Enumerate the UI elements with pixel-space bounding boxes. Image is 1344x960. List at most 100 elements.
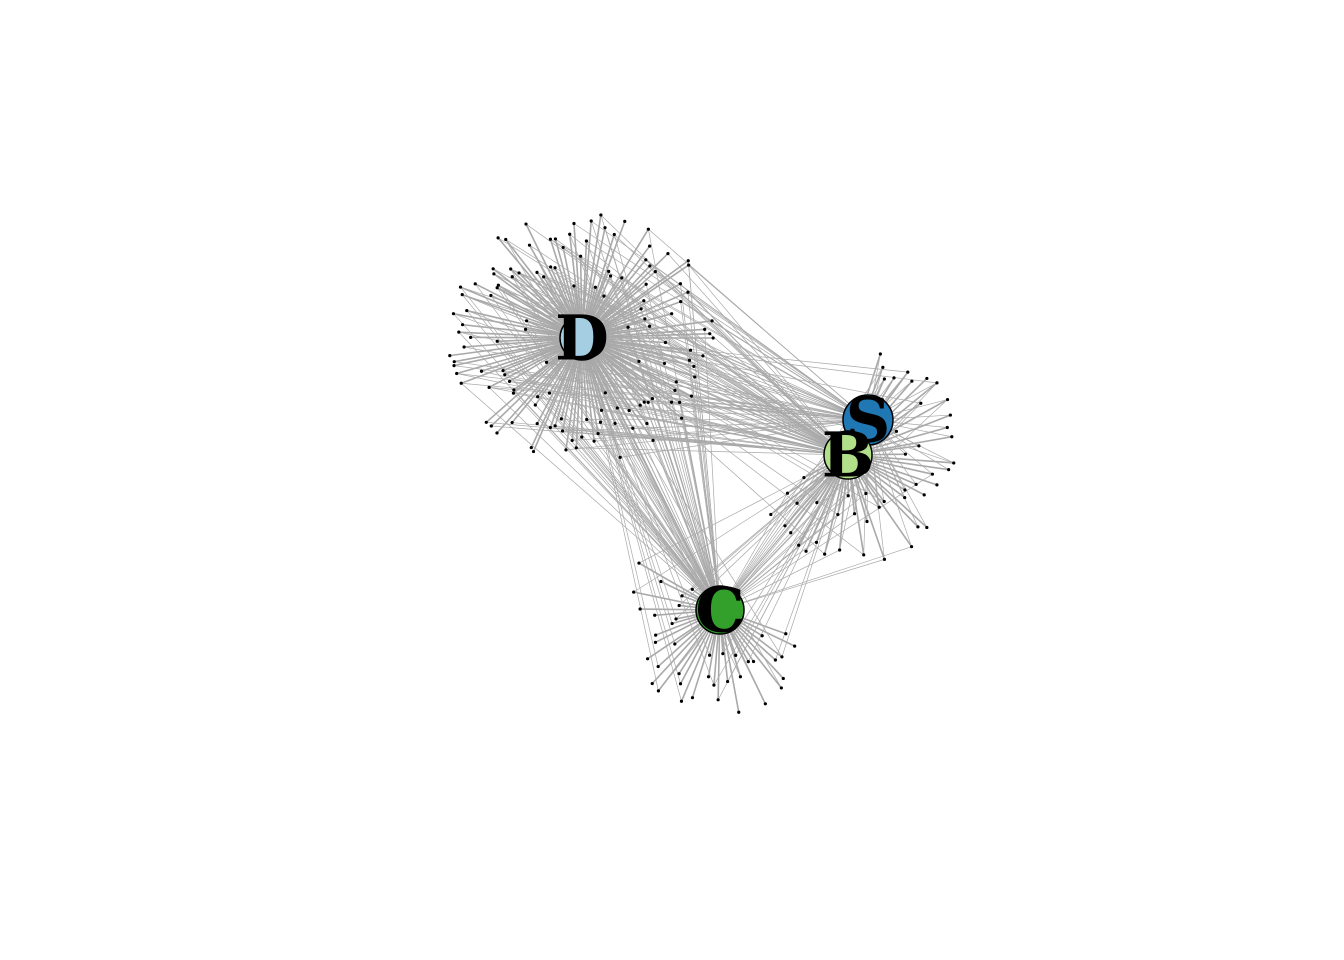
leaf-node-d <box>637 359 641 363</box>
leaf-node-d <box>580 435 584 439</box>
leaf-node-d <box>460 323 465 327</box>
leaf-node-d <box>603 226 607 230</box>
leaf-node-d <box>651 438 655 442</box>
leaf-node-d <box>462 345 466 349</box>
leaf-node-d <box>687 358 692 362</box>
leaf-node-d <box>560 429 565 433</box>
leaf-node-b <box>882 499 886 504</box>
leaf-node-c <box>746 660 750 664</box>
edge-b-cross <box>649 325 849 456</box>
leaf-node-b <box>948 413 952 417</box>
hub-c-circle <box>695 585 745 635</box>
edge-d-cross <box>581 337 681 684</box>
edge-b-cross <box>748 454 849 662</box>
leaf-node-d <box>553 424 557 428</box>
edge-s-cross <box>573 223 869 421</box>
edge-d-cross <box>581 337 715 686</box>
leaf-node-d <box>572 221 576 226</box>
leaf-node-d <box>492 272 496 276</box>
edge-c-cross <box>498 284 721 611</box>
leaf-node-d <box>648 244 652 248</box>
leaf-node-d <box>524 319 529 323</box>
leaf-node-c <box>690 587 694 591</box>
leaf-node-d <box>452 360 456 364</box>
edge-c-cross <box>549 392 721 611</box>
leaf-node-d <box>693 375 697 379</box>
edge-c-cross <box>681 418 721 611</box>
leaf-node-d <box>710 319 714 323</box>
leaf-node-b <box>769 512 773 517</box>
leaf-node-d <box>592 439 596 443</box>
leaf-node-b <box>947 468 951 472</box>
edge-c-cross <box>529 245 721 611</box>
leaf-node-c <box>706 675 711 679</box>
edge-b-cross <box>638 454 849 564</box>
leaf-node-c <box>678 682 683 686</box>
leaf-node-d <box>627 408 631 413</box>
leaf-node-c <box>650 681 654 686</box>
leaf-node-d <box>599 213 603 217</box>
leaf-node-d <box>517 271 521 275</box>
leaf-node-d <box>669 400 674 404</box>
leaf-node-d <box>524 222 528 226</box>
leaf-node-d <box>584 239 589 243</box>
leaf-node-b <box>797 543 801 547</box>
edge-c-cross <box>719 477 805 611</box>
leaf-node-d <box>613 421 617 425</box>
edge-c-cross <box>601 410 721 611</box>
edge-c-cross <box>680 301 721 611</box>
edge-c-cross <box>461 294 721 611</box>
leaf-node-d <box>631 426 635 430</box>
leaf-node-d <box>607 269 611 273</box>
leaf-node-c <box>707 653 712 657</box>
leaf-node-d <box>670 312 674 316</box>
leaf-node-b <box>795 501 799 505</box>
leaf-node-d <box>510 275 514 279</box>
edge-b-c <box>719 454 849 611</box>
edge-c-cross <box>687 292 721 611</box>
edge-c-cross <box>466 310 721 611</box>
leaf-node-d <box>487 385 491 389</box>
edge-s-cross <box>562 419 869 432</box>
leaf-node-d <box>645 421 649 426</box>
edge-b-cross <box>702 355 849 456</box>
edge-c-cross <box>580 256 721 611</box>
leaf-node-d <box>599 408 604 412</box>
leaf-node-d <box>623 219 627 223</box>
leaf-node-c <box>734 653 738 657</box>
leaf-node-d <box>678 400 682 404</box>
edge-c-cross <box>496 287 721 611</box>
edge-c-cross <box>645 284 721 611</box>
leaf-node-d <box>509 267 513 271</box>
hub-node-d: D <box>555 302 609 375</box>
leaf-node-d <box>504 237 508 242</box>
leaf-node-d <box>686 290 690 294</box>
hub-c-label: C <box>695 574 744 647</box>
leaf-node-d <box>549 265 553 269</box>
edge-d-cross <box>581 337 849 497</box>
leaf-node-d <box>570 438 574 443</box>
edge-c-cross <box>460 383 721 611</box>
leaf-node-d <box>646 400 650 405</box>
leaf-node-d <box>674 380 678 384</box>
leaf-node-d <box>535 270 539 274</box>
leaf-node-d <box>448 354 452 358</box>
leaf-node-b <box>925 525 929 530</box>
leaf-node-d <box>484 420 488 424</box>
leaf-node-d <box>564 448 568 452</box>
leaf-node-d <box>547 391 552 395</box>
edge-c-cross <box>719 473 933 611</box>
leaf-node-b <box>894 429 899 433</box>
edge-c-cross <box>704 329 721 611</box>
leaf-node-c <box>654 633 658 637</box>
edge-d-c <box>581 337 721 611</box>
leaf-node-d <box>596 431 600 436</box>
leaf-node-d <box>618 455 622 459</box>
leaf-node-d <box>469 335 473 339</box>
leaf-node-d <box>553 237 558 241</box>
leaf-node-d <box>510 420 514 425</box>
leaf-node-c <box>674 617 678 621</box>
edge-d-cross <box>581 337 782 689</box>
leaf-node-d <box>686 259 690 263</box>
